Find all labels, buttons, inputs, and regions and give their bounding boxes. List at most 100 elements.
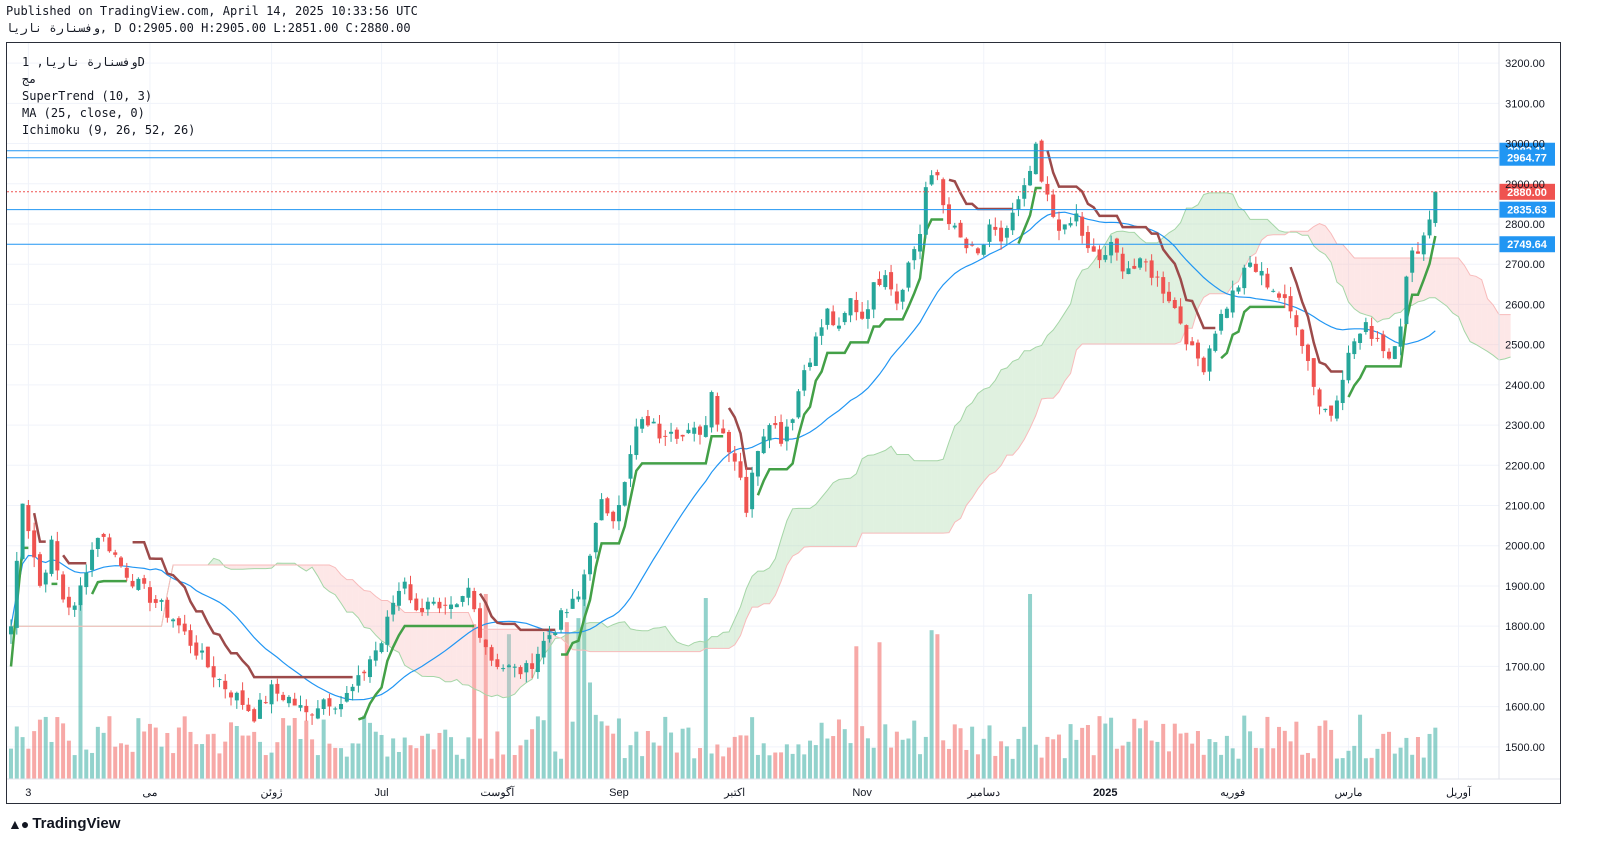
candle	[530, 653, 535, 679]
candle-body	[616, 505, 621, 522]
candle	[1195, 339, 1200, 367]
candle-body	[1004, 228, 1009, 238]
volume-bar	[501, 754, 506, 779]
volume-bar	[761, 743, 766, 779]
candle-body	[802, 370, 807, 391]
candle-body	[935, 172, 940, 176]
candle	[750, 466, 755, 518]
cloud-segment	[618, 621, 625, 652]
cloud-segment	[1232, 194, 1239, 286]
cloud-segment	[1151, 242, 1158, 345]
candle-body	[1265, 273, 1270, 288]
candle-body	[1236, 287, 1241, 292]
cloud-segment	[561, 634, 567, 644]
candle	[941, 177, 946, 214]
candle	[744, 466, 749, 518]
volume-bar	[1184, 732, 1189, 779]
candle-body	[981, 244, 986, 255]
candle	[414, 593, 419, 612]
cloud-segment	[1001, 367, 1007, 466]
candle	[1178, 298, 1183, 325]
candle	[559, 607, 564, 634]
tradingview-logo[interactable]: ▲● TradingView	[8, 815, 120, 832]
candle	[1404, 275, 1409, 325]
candle-body	[437, 601, 442, 609]
candle-body	[26, 505, 31, 532]
candle	[593, 522, 598, 559]
cloud-segment	[1134, 232, 1141, 345]
candle	[726, 429, 731, 463]
volume-bar	[217, 753, 222, 779]
candle-body	[1207, 348, 1212, 372]
candle	[350, 684, 355, 701]
candle-body	[1387, 351, 1392, 359]
price-level-label: 2964.77	[1507, 153, 1547, 165]
legend-ma: MA (25, close, 0)	[22, 106, 145, 120]
candle-body	[906, 262, 911, 288]
candle-body	[547, 635, 552, 640]
volume-bar	[1277, 726, 1282, 779]
time-tick-label: Jul	[375, 787, 389, 799]
price-tick-label: 1700.00	[1505, 661, 1545, 673]
candle-body	[860, 311, 865, 319]
volume-bar	[576, 618, 581, 779]
volume-bar	[1311, 758, 1316, 779]
volume-bar	[1172, 723, 1177, 779]
candle-body	[750, 472, 755, 510]
candle-body	[721, 428, 726, 434]
supertrend-up-line	[358, 624, 475, 721]
candle-body	[20, 503, 25, 560]
volume-bar	[1155, 741, 1160, 779]
price-tick-label: 1800.00	[1505, 621, 1545, 633]
time-tick-label: Sep	[609, 787, 629, 799]
candle-body	[396, 590, 401, 606]
volume-bar	[1109, 717, 1114, 779]
candle	[9, 619, 13, 644]
volume-bar	[257, 741, 262, 779]
cloud-segment	[317, 564, 324, 587]
cloud-segment	[1342, 244, 1349, 302]
volume-bar	[975, 754, 980, 779]
cloud-segment	[508, 629, 515, 697]
volume-bar	[37, 719, 42, 779]
candle-body	[142, 578, 147, 584]
candle	[871, 282, 876, 319]
candle	[889, 264, 894, 296]
time-tick-label: ژوئن	[261, 787, 283, 799]
candle	[1167, 281, 1171, 304]
volume-bar	[889, 747, 894, 779]
cloud-segment	[1018, 350, 1025, 449]
volume-bar	[1253, 747, 1258, 779]
candle	[779, 414, 784, 447]
candle	[987, 219, 992, 248]
cloud-segment	[1267, 219, 1274, 236]
cloud-segment	[1452, 257, 1459, 317]
candle	[1016, 195, 1021, 217]
candle	[333, 706, 338, 715]
candle	[1074, 204, 1079, 227]
candle	[802, 364, 807, 397]
cloud-segment	[862, 455, 868, 534]
volume-bar	[1317, 725, 1322, 779]
volume-bar	[790, 753, 795, 779]
cloud-segment	[1093, 252, 1100, 345]
candle-body	[449, 604, 454, 609]
volume-bar	[95, 726, 100, 779]
candle-body	[1259, 270, 1264, 276]
candle	[113, 549, 118, 558]
volume-bar	[385, 756, 390, 779]
candle	[1155, 270, 1160, 287]
candle	[877, 271, 882, 287]
volume-bar	[1392, 753, 1397, 779]
volume-bar	[865, 738, 870, 779]
cloud-segment	[931, 460, 938, 534]
legend-supertrend: SuperTrend (10, 3)	[22, 89, 153, 103]
candle	[1033, 141, 1038, 175]
price-tick-label: 2300.00	[1505, 420, 1545, 432]
candle	[570, 589, 575, 609]
cloud-segment	[549, 629, 556, 648]
candle	[553, 630, 558, 637]
price-tick-label: 2700.00	[1505, 259, 1545, 271]
